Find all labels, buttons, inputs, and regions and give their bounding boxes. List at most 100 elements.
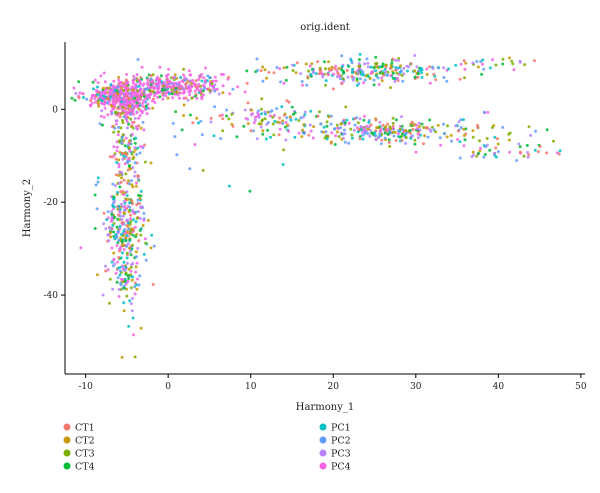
legend-swatch bbox=[63, 436, 71, 444]
data-point bbox=[123, 102, 127, 106]
data-point bbox=[221, 91, 225, 95]
data-point bbox=[259, 69, 263, 73]
data-point bbox=[93, 97, 97, 100]
data-point bbox=[396, 59, 400, 62]
data-point bbox=[269, 135, 272, 139]
data-point bbox=[340, 82, 344, 86]
data-point bbox=[193, 143, 197, 146]
data-point bbox=[366, 132, 370, 136]
data-point bbox=[340, 65, 344, 69]
data-point bbox=[174, 87, 178, 90]
data-point bbox=[391, 76, 395, 80]
data-point bbox=[143, 95, 146, 99]
data-point bbox=[102, 86, 105, 90]
data-point bbox=[388, 125, 392, 129]
data-point bbox=[131, 233, 135, 237]
data-point bbox=[123, 162, 127, 166]
data-point bbox=[193, 94, 197, 98]
data-point bbox=[128, 238, 132, 242]
data-point bbox=[438, 136, 442, 140]
y-tick-label: 0 bbox=[52, 105, 58, 115]
data-point bbox=[134, 184, 138, 188]
data-point bbox=[245, 69, 249, 73]
data-point bbox=[413, 75, 417, 79]
data-point bbox=[324, 130, 328, 134]
data-point bbox=[74, 92, 78, 95]
data-point bbox=[263, 110, 267, 114]
data-point bbox=[389, 66, 393, 70]
data-point bbox=[347, 64, 351, 68]
data-point bbox=[95, 207, 99, 211]
data-point bbox=[115, 111, 119, 115]
data-point bbox=[322, 60, 326, 64]
data-point bbox=[99, 94, 102, 98]
data-point bbox=[128, 232, 132, 236]
data-point bbox=[127, 277, 131, 280]
data-point bbox=[114, 157, 118, 161]
data-point bbox=[151, 283, 155, 286]
data-point bbox=[331, 87, 335, 91]
data-point bbox=[359, 128, 363, 132]
data-point bbox=[162, 84, 166, 88]
data-point bbox=[297, 119, 301, 122]
data-point bbox=[96, 176, 100, 180]
data-point bbox=[132, 112, 136, 116]
data-point bbox=[133, 96, 137, 100]
data-point bbox=[259, 107, 263, 111]
data-point bbox=[202, 76, 206, 80]
legend-swatch bbox=[319, 423, 327, 431]
data-point bbox=[395, 71, 399, 75]
data-point bbox=[317, 72, 321, 76]
data-point bbox=[423, 134, 427, 138]
data-point bbox=[350, 61, 354, 65]
data-point bbox=[434, 130, 438, 134]
data-point bbox=[538, 145, 542, 148]
data-point bbox=[175, 153, 179, 157]
data-point bbox=[133, 116, 137, 120]
data-point bbox=[407, 65, 411, 69]
data-point bbox=[136, 58, 140, 61]
data-point bbox=[133, 174, 137, 178]
data-point bbox=[110, 217, 114, 221]
data-point bbox=[161, 93, 165, 97]
data-point bbox=[121, 133, 125, 137]
data-point bbox=[138, 82, 142, 86]
data-point bbox=[131, 208, 135, 212]
data-point bbox=[196, 121, 200, 125]
data-point bbox=[261, 132, 265, 136]
data-point bbox=[345, 118, 349, 122]
data-point bbox=[85, 97, 89, 101]
legend-swatch bbox=[63, 449, 71, 457]
data-point bbox=[158, 65, 162, 69]
data-point bbox=[139, 205, 142, 209]
data-point bbox=[124, 107, 128, 111]
data-point bbox=[135, 181, 138, 185]
data-point bbox=[131, 88, 135, 92]
data-point bbox=[130, 278, 134, 282]
data-point bbox=[557, 152, 561, 156]
data-point bbox=[125, 244, 129, 248]
data-point bbox=[282, 148, 286, 152]
data-point bbox=[109, 95, 113, 99]
data-point bbox=[228, 92, 232, 96]
data-point bbox=[281, 119, 285, 123]
data-point bbox=[161, 97, 165, 101]
data-point bbox=[153, 94, 157, 98]
data-point bbox=[336, 130, 339, 134]
data-point bbox=[243, 90, 247, 94]
data-point bbox=[106, 233, 110, 237]
x-tick-label: 0 bbox=[165, 382, 171, 392]
data-point bbox=[277, 133, 281, 137]
data-point bbox=[426, 135, 430, 139]
data-point bbox=[374, 74, 378, 78]
data-point bbox=[120, 141, 124, 145]
data-point bbox=[106, 210, 110, 214]
data-point bbox=[136, 277, 139, 281]
data-point bbox=[366, 61, 370, 65]
data-point bbox=[113, 88, 117, 92]
data-point bbox=[150, 99, 154, 103]
data-point bbox=[476, 152, 480, 155]
data-point bbox=[176, 93, 180, 97]
x-ticks: -10 0 10 20 30 40 50 bbox=[78, 374, 587, 392]
data-point bbox=[454, 124, 458, 128]
